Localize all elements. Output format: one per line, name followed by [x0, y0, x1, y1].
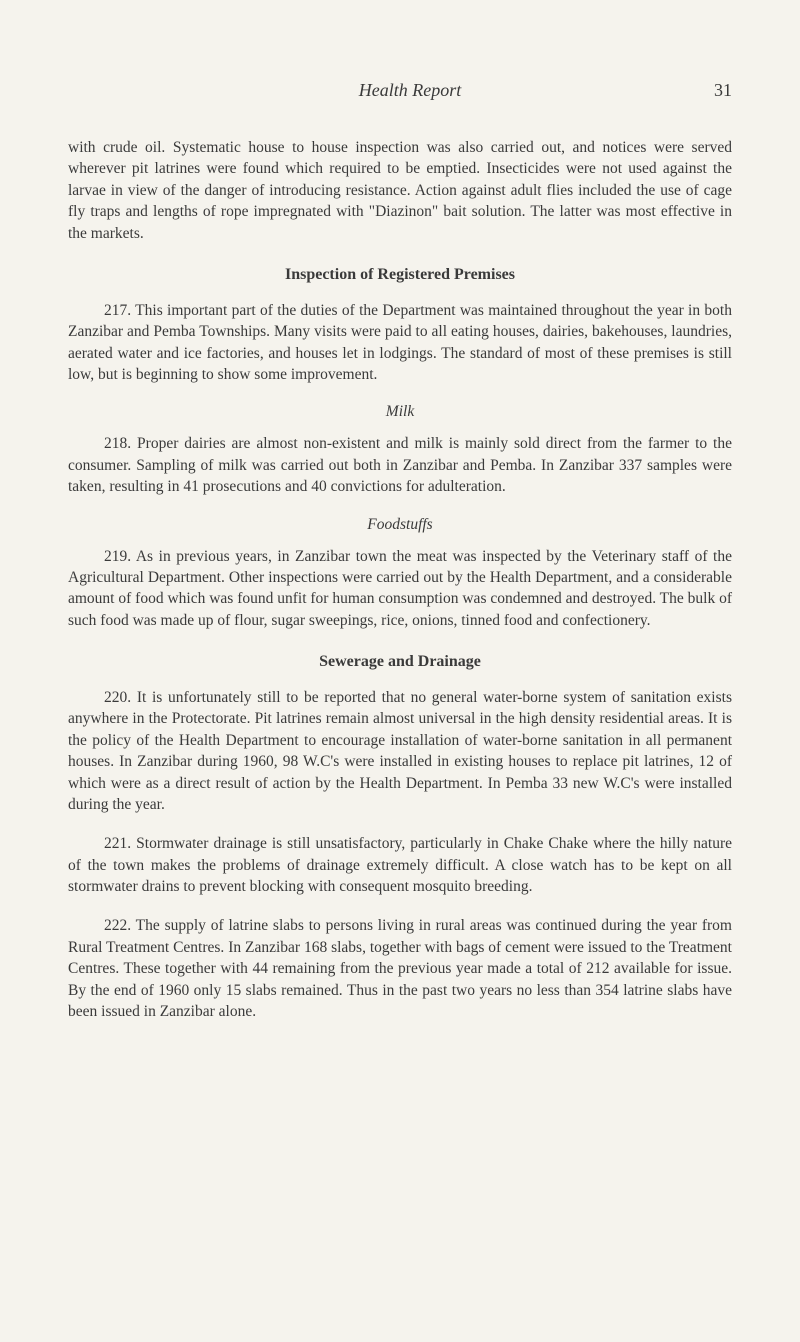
section-heading-inspection: Inspection of Registered Premises: [68, 266, 732, 284]
paragraph-intro: with crude oil. Systematic house to hous…: [68, 137, 732, 244]
subsection-heading-foodstuffs: Foodstuffs: [68, 516, 732, 534]
paragraph-221: 221. Stormwater drainage is still unsati…: [68, 833, 732, 897]
page-number: 31: [692, 80, 732, 101]
header-title: Health Report: [128, 80, 692, 101]
section-heading-sewerage: Sewerage and Drainage: [68, 653, 732, 671]
paragraph-222: 222. The supply of latrine slabs to pers…: [68, 915, 732, 1022]
paragraph-220: 220. It is unfortunately still to be rep…: [68, 687, 732, 815]
paragraph-219: 219. As in previous years, in Zanzibar t…: [68, 546, 732, 632]
page-header: Health Report 31: [68, 80, 732, 101]
subsection-heading-milk: Milk: [68, 403, 732, 421]
paragraph-218: 218. Proper dairies are almost non-exist…: [68, 433, 732, 497]
paragraph-217: 217. This important part of the duties o…: [68, 300, 732, 386]
